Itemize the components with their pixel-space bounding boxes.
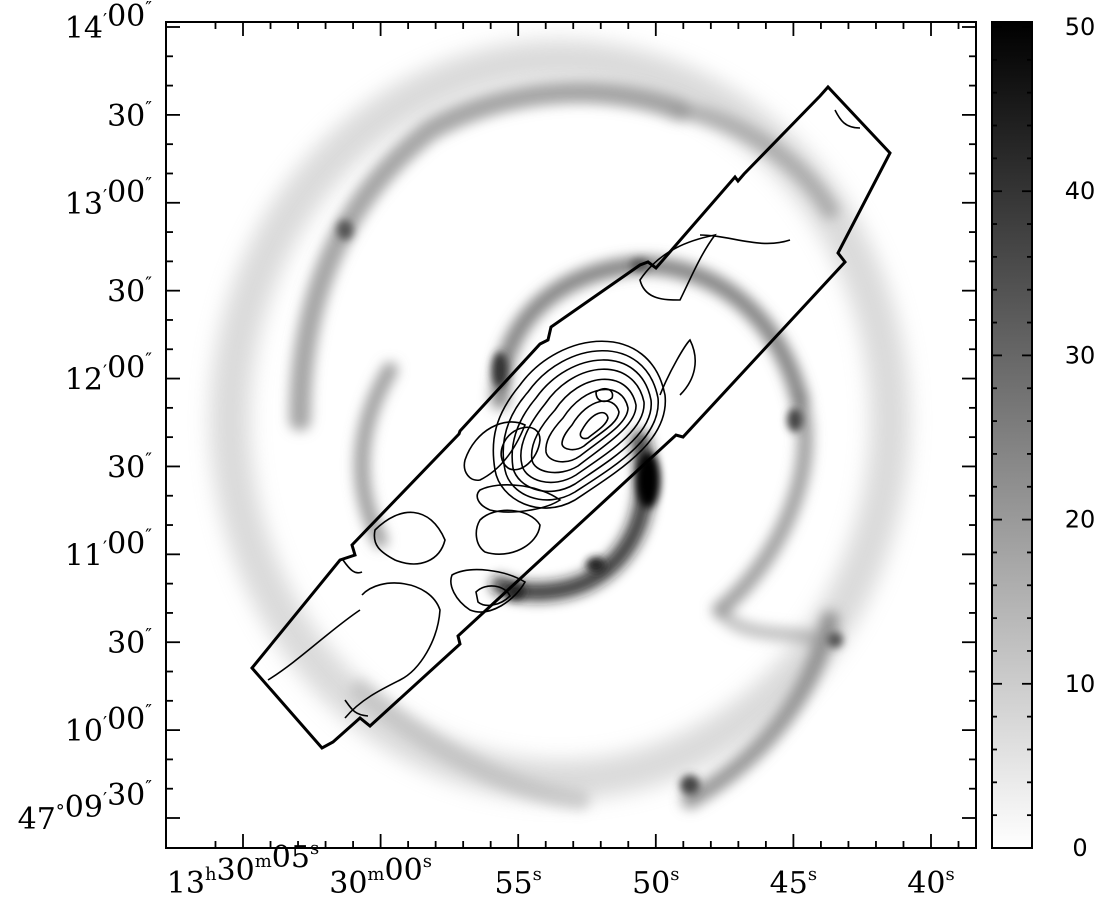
colorbar [991,21,1033,849]
colorbar-tick-label: 50 [1065,13,1096,41]
dec-tick-label: 30″ [107,98,152,134]
ra-tick-label: 50s [632,864,679,901]
dec-tick-label: 11′00″ [65,525,152,573]
colorbar-ticks [992,26,1032,849]
ra-tick-label: 55s [494,864,541,901]
dec-tick-label: 14′00″ [65,0,152,46]
colorbar-tick-label: 10 [1065,670,1096,698]
ra-tick-label: 30m00s [329,851,432,901]
slit-footprint [250,84,892,750]
contours [267,109,861,719]
ra-tick-label: 40s [907,864,954,901]
dec-tick-label: 47°09′30″ [18,777,153,837]
colorbar-tick-label: 0 [1072,834,1087,862]
dec-tick-label: 30″ [107,274,152,310]
colorbar-tick-label: 20 [1065,506,1096,534]
dec-axis-labels: 14′00″ 30″ 13′00″ 30″ 12′00″ 30″ 11′00″ 30″ 10′0… [18,0,153,837]
galaxy-image [210,40,910,810]
dec-tick-label: 30″ [107,625,152,661]
colorbar-tick-label: 30 [1065,341,1096,369]
ra-tick-label: 45s [770,864,817,901]
axis-ticks [166,22,976,848]
colorbar-labels: 0 10 20 30 40 50 [1065,13,1096,862]
ra-tick-label: 13h30m05s [167,838,319,901]
colorbar-tick-label: 40 [1065,177,1096,205]
plot-frame [165,21,977,849]
dec-tick-label: 13′00″ [65,174,152,222]
dec-tick-label: 10′00″ [65,701,152,749]
dec-tick-label: 12′00″ [65,350,152,398]
dec-tick-label: 30″ [107,449,152,485]
